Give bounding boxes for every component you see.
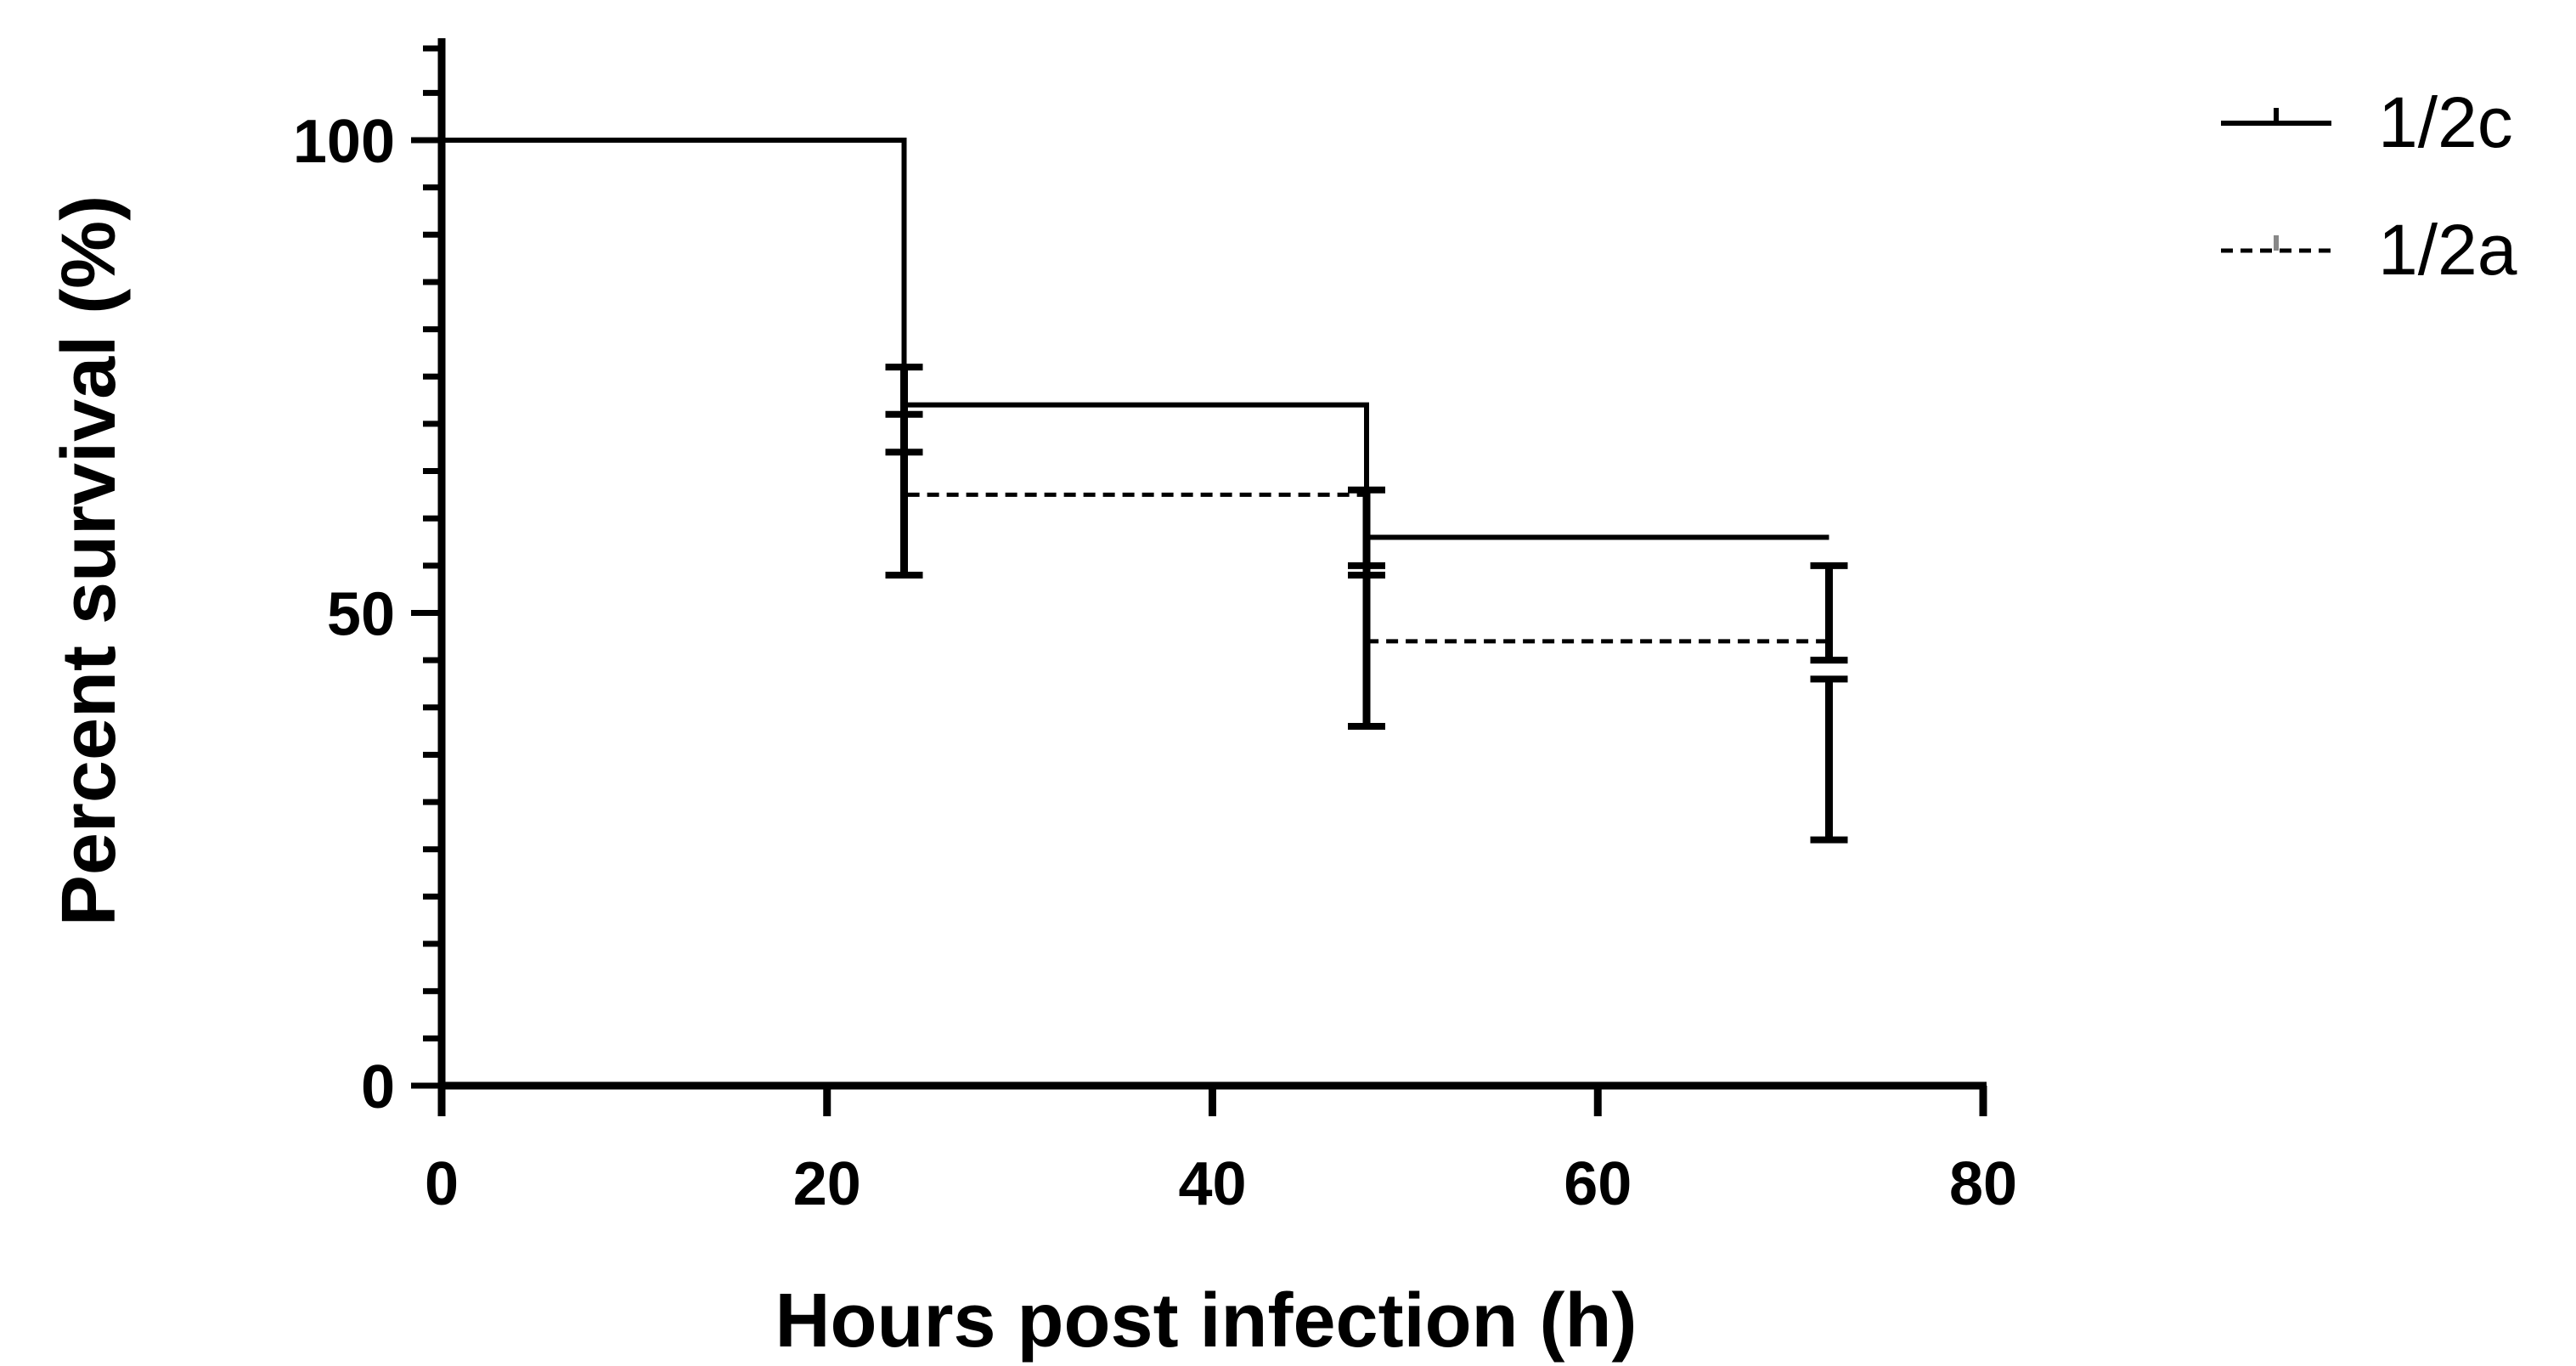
error-bar [1810,562,1848,664]
legend-label: 1/2c [2378,82,2513,162]
legend: 1/2c 1/2a [2221,82,2517,290]
error-bar [1810,675,1848,844]
error-bar-layer [885,364,1848,844]
x-tick-label: 0 [425,1150,459,1218]
y-tick-label: 50 [327,581,395,649]
x-tick-label: 20 [793,1150,861,1218]
x-axis-title: Hours post infection (h) [775,1279,1637,1363]
y-tick-label: 100 [293,108,395,176]
series-line-half-c [442,138,1829,540]
axes-layer: 0 50 100 0 20 40 60 80 [293,38,2017,1218]
labels-layer: Hours post infection (h) Percent surviva… [47,195,1637,1363]
y-axis-title: Percent survival (%) [47,195,132,926]
legend-label: 1/2a [2378,210,2517,290]
y-tick-label: 0 [361,1053,395,1121]
x-tick-label: 80 [1949,1150,2017,1218]
series-line-half-a [442,138,1829,644]
error-bar [885,410,923,579]
x-tick-label: 60 [1564,1150,1632,1218]
series-layer [442,138,1829,644]
error-bar [1348,562,1385,731]
x-tick-label: 40 [1178,1150,1246,1218]
